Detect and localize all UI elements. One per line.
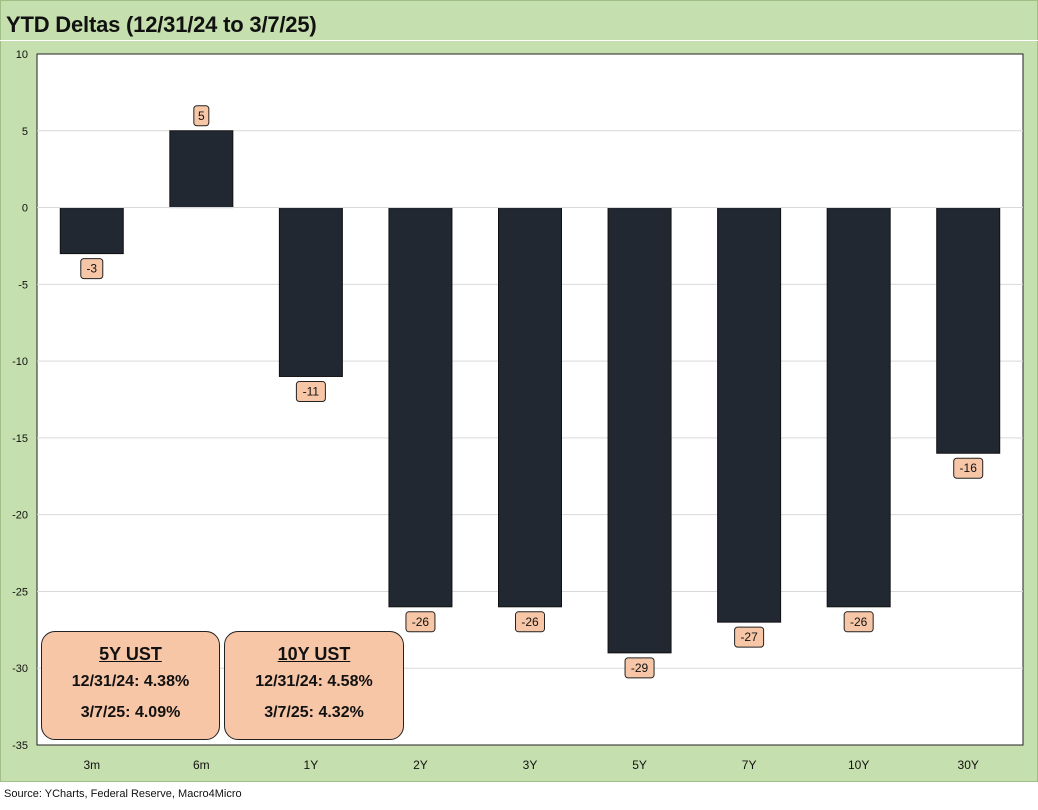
x-tick-label: 2Y (413, 758, 428, 772)
bar (278, 207, 343, 377)
bar (169, 130, 234, 209)
title-divider (0, 40, 1038, 41)
bar-chart: 10 5 0 -5 -10 -15 -20 -25 -30 -35 -3 3m 5 6m -11 1Y -26 2… (12, 49, 1024, 772)
y-tick-label: -5 (18, 279, 28, 291)
annotation-title: 10Y UST (277, 644, 351, 664)
y-tick-label: -35 (12, 740, 28, 752)
data-label: -11 (303, 384, 320, 398)
bar (498, 207, 562, 608)
annotation-line: 12/31/24: 4.58% (255, 673, 373, 690)
data-label: -26 (412, 615, 430, 629)
bar (59, 207, 124, 255)
y-tick-label: 10 (16, 49, 28, 61)
annotation-box-10y: 10Y UST 12/31/24: 4.58% 3/7/25: 4.32% (224, 631, 404, 740)
x-tick-label: 3Y (523, 758, 538, 772)
bar (388, 207, 453, 608)
x-tick-label: 30Y (958, 758, 979, 772)
y-tick-label: -20 (12, 510, 28, 522)
annotation-line: 12/31/24: 4.38% (71, 673, 190, 690)
source-note: Source: YCharts, Federal Reserve, Macro4… (4, 788, 242, 800)
data-label: -3 (86, 262, 97, 276)
annotation-line: 3/7/25: 4.09% (80, 704, 181, 721)
x-tick-label: 1Y (304, 758, 319, 772)
data-label-box (953, 457, 984, 479)
data-label-box (80, 258, 104, 280)
y-tick-label: 5 (22, 126, 28, 138)
annotation-box-5y: 5Y UST 12/31/24: 4.38% 3/7/25: 4.09% (41, 631, 220, 740)
x-tick-label: 3m (83, 758, 100, 772)
annotation-line: 3/7/25: 4.32% (264, 704, 364, 721)
data-label-box (624, 657, 655, 679)
x-tick-label: 7Y (742, 758, 757, 772)
data-label: 5 (198, 109, 205, 123)
bar (936, 207, 1001, 454)
data-label-box (405, 611, 436, 633)
data-label-box (295, 380, 326, 402)
x-tick-label: 5Y (632, 758, 647, 772)
data-label: -26 (521, 615, 539, 629)
data-label: -26 (850, 615, 868, 629)
data-label-box (193, 105, 210, 127)
bar (826, 207, 891, 608)
data-label-box (515, 611, 545, 633)
y-tick-label: 0 (22, 203, 28, 215)
data-label: -16 (960, 461, 978, 475)
y-tick-label: -10 (12, 356, 28, 368)
data-label: -27 (740, 630, 758, 644)
y-tick-label: -30 (12, 663, 28, 675)
bar (717, 207, 782, 623)
x-tick-label: 6m (193, 758, 210, 772)
annotation-title: 5Y UST (99, 644, 162, 664)
y-tick-label: -15 (12, 433, 28, 445)
data-label-box (734, 626, 765, 648)
x-tick-label: 10Y (848, 758, 869, 772)
y-tick-label: -25 (12, 586, 28, 598)
chart-title: YTD Deltas (12/31/24 to 3/7/25) (6, 12, 317, 37)
data-label: -29 (631, 661, 649, 675)
bar (607, 207, 672, 654)
data-label-box (843, 611, 874, 633)
